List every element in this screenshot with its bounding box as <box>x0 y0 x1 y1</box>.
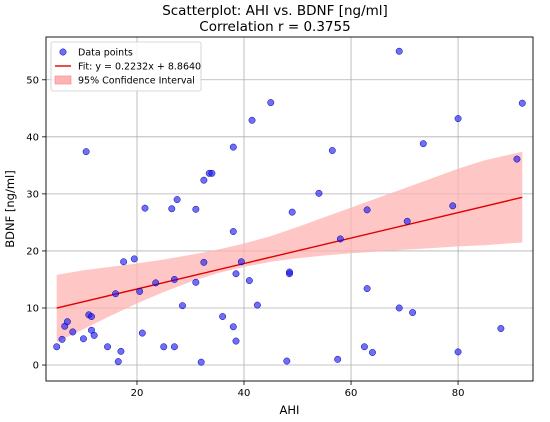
data-point <box>315 189 323 197</box>
data-points-layer <box>53 47 526 366</box>
x-tick-label: 20 <box>131 388 144 399</box>
y-tick-label: 0 <box>33 361 39 372</box>
data-point <box>136 287 144 295</box>
data-point <box>130 255 138 263</box>
data-point <box>112 290 120 298</box>
fit-line-layer <box>56 196 523 309</box>
data-point <box>82 148 90 156</box>
data-point <box>219 313 227 320</box>
data-point <box>336 235 344 243</box>
data-point <box>58 335 66 343</box>
fit-line <box>56 196 523 309</box>
data-point <box>88 313 95 320</box>
data-point <box>369 349 376 356</box>
data-point <box>286 268 293 276</box>
data-point <box>69 328 77 336</box>
data-point <box>63 318 71 326</box>
data-point <box>288 208 296 216</box>
y-tick-label: 40 <box>26 132 39 143</box>
data-point <box>334 355 342 363</box>
x-tick-label: 40 <box>238 388 251 399</box>
data-point <box>454 348 462 356</box>
data-point <box>117 347 125 355</box>
data-point <box>168 205 176 213</box>
data-point <box>170 276 178 283</box>
x-axis-label: AHI <box>280 403 300 417</box>
data-point <box>232 270 240 278</box>
data-point <box>360 343 368 351</box>
legend: Data points Fit: y = 0.2232x + 8.8640 95… <box>50 41 202 92</box>
data-point <box>179 302 186 310</box>
data-point <box>245 277 253 285</box>
confidence-band-layer <box>56 151 523 343</box>
legend-marker-confidence-interval <box>54 75 72 85</box>
data-point <box>90 331 98 339</box>
data-point <box>138 329 146 337</box>
data-point <box>80 335 87 343</box>
data-point <box>363 285 371 293</box>
data-point <box>419 140 427 148</box>
data-point <box>200 176 208 184</box>
data-point <box>173 196 181 204</box>
data-point <box>454 115 462 123</box>
plot-frame <box>45 36 534 382</box>
data-point <box>197 358 205 366</box>
data-point <box>267 99 275 107</box>
chart-title: Scatterplot: AHI vs. BDNF [ng/ml] <box>162 3 388 19</box>
data-point <box>363 206 371 214</box>
data-point <box>409 309 417 316</box>
legend-marker-data-points <box>59 48 67 56</box>
y-tick-label: 50 <box>26 75 39 86</box>
data-point <box>403 217 411 225</box>
data-point <box>283 357 291 365</box>
data-point <box>160 343 168 351</box>
data-point <box>237 258 245 266</box>
data-point <box>395 304 403 312</box>
data-point <box>229 228 237 235</box>
legend-label-confidence-interval: 95% Confidence Interval <box>78 76 195 87</box>
data-point <box>232 337 240 345</box>
data-point <box>449 202 457 210</box>
y-tick-label: 10 <box>26 303 39 314</box>
confidence-band <box>56 151 523 343</box>
legend-label-data-points: Data points <box>78 48 133 59</box>
axis-ticks: 20 40 60 80 0 10 20 30 40 50 <box>26 75 464 399</box>
data-point <box>328 147 336 154</box>
data-point <box>192 205 200 213</box>
y-axis-label: BDNF [ng/ml] <box>3 170 17 247</box>
data-point <box>497 325 505 332</box>
y-tick-label: 30 <box>26 189 39 200</box>
data-point <box>141 204 149 212</box>
chart-subtitle: Correlation r = 0.3755 <box>199 19 350 35</box>
data-point <box>170 343 178 351</box>
data-point <box>114 358 122 366</box>
x-tick-label: 60 <box>345 388 358 399</box>
data-point <box>200 258 208 266</box>
data-point <box>120 258 128 266</box>
y-tick-label: 20 <box>26 246 39 257</box>
data-point <box>192 278 200 286</box>
data-point <box>208 169 216 177</box>
data-point <box>152 279 160 287</box>
data-point <box>518 99 526 107</box>
legend-label-fit-line: Fit: y = 0.2232x + 8.8640 <box>78 62 201 73</box>
data-point <box>253 301 261 309</box>
data-point <box>395 47 403 55</box>
data-point <box>229 143 237 151</box>
data-point <box>248 116 256 124</box>
data-point <box>104 343 111 351</box>
data-point <box>513 155 521 163</box>
legend-box <box>50 41 202 92</box>
data-point <box>53 343 61 351</box>
x-tick-label: 80 <box>452 388 465 399</box>
data-point <box>229 323 237 331</box>
